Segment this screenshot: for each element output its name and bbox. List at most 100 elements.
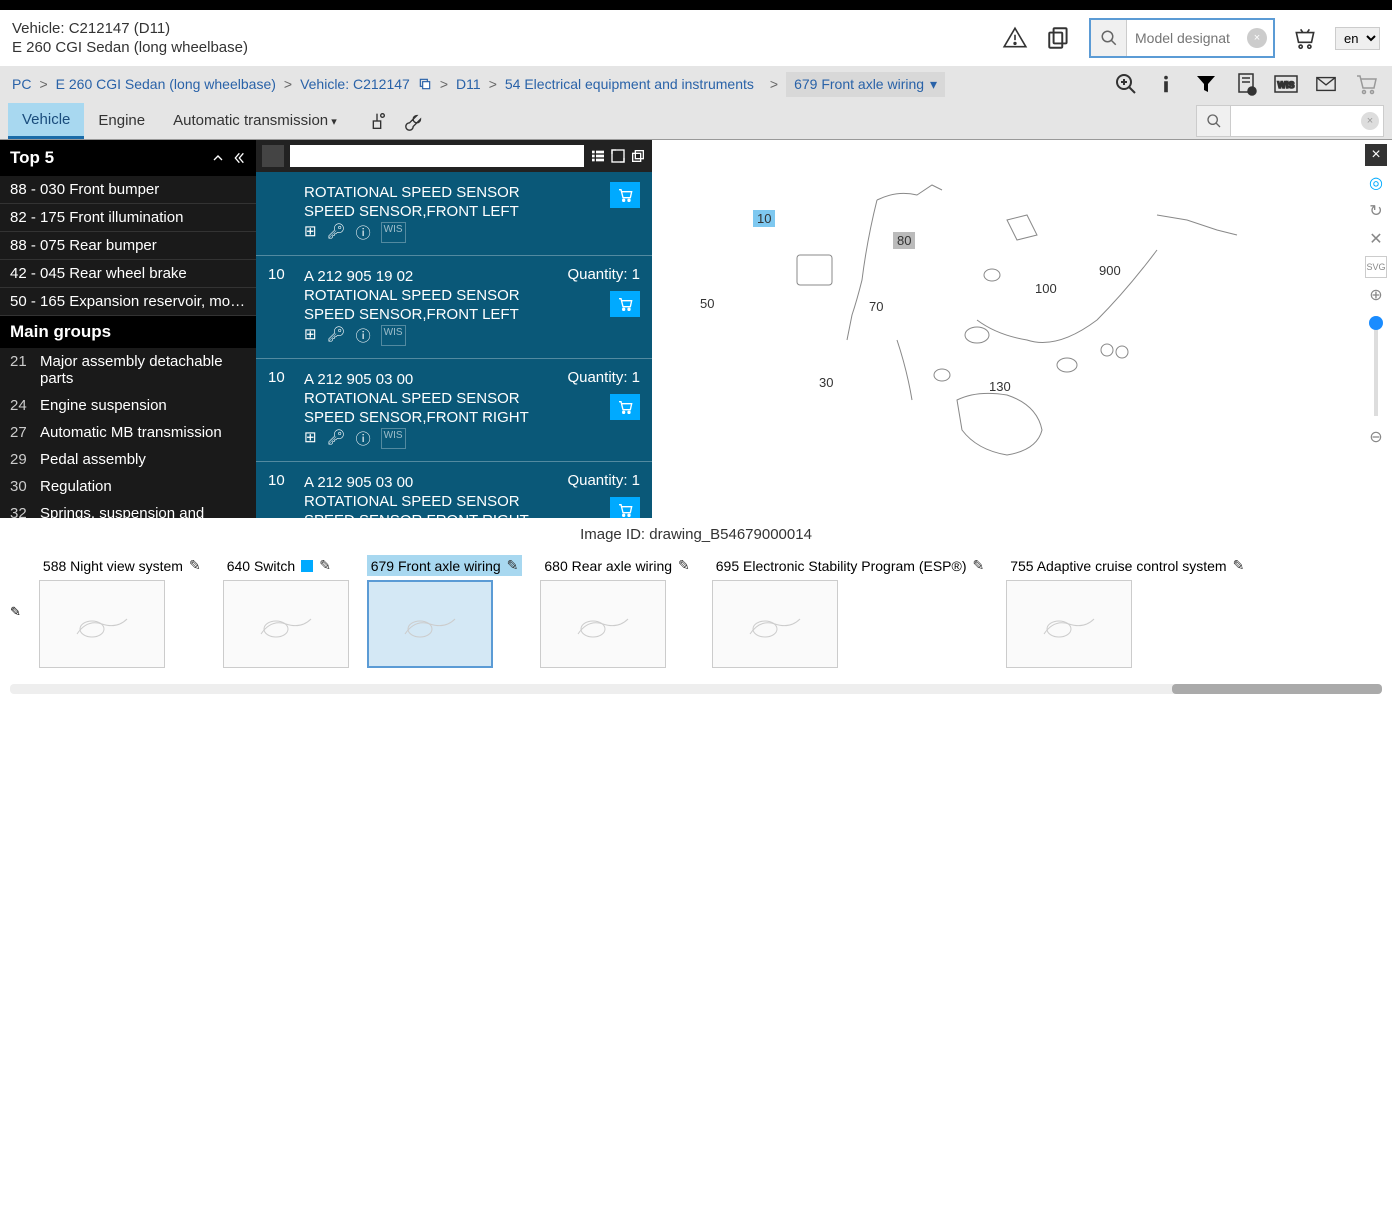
cart-icon[interactable] — [1291, 24, 1319, 52]
zoom-in-icon[interactable] — [1112, 70, 1140, 98]
diagram-callout[interactable]: 900 — [1095, 262, 1125, 279]
diagram-callout[interactable]: 80 — [893, 232, 915, 249]
copy-icon[interactable] — [1045, 24, 1073, 52]
thumb-image[interactable] — [540, 580, 666, 668]
zoom-minus-icon[interactable]: ⊖ — [1365, 426, 1387, 448]
thumb-label[interactable]: 588 Night view system ✎ — [39, 555, 205, 576]
parts-filter-input[interactable] — [290, 145, 584, 167]
bottom-scrollbar[interactable] — [10, 684, 1382, 694]
part-item[interactable]: 10 A 212 905 19 02 ROTATIONAL SPEED SENS… — [256, 255, 652, 358]
popout-icon[interactable] — [630, 148, 646, 164]
sidebar-collapse-icons[interactable] — [210, 150, 246, 166]
diagram-callout[interactable]: 10 — [753, 210, 775, 227]
diagram-callout[interactable]: 30 — [815, 374, 837, 391]
thumb-label[interactable]: 679 Front axle wiring ✎ — [367, 555, 523, 576]
breadcrumb-pc[interactable]: PC — [12, 76, 31, 92]
thumb-edit-icon[interactable]: ✎ — [1233, 557, 1245, 574]
main-group-item[interactable]: 29Pedal assembly — [0, 446, 256, 473]
diagram-callout[interactable]: 100 — [1031, 280, 1061, 297]
diagram-callout[interactable]: 50 — [696, 295, 718, 312]
info-circle-icon[interactable]: ⓘ — [356, 325, 371, 346]
tab-vehicle[interactable]: Vehicle — [8, 103, 84, 139]
warning-icon[interactable] — [1001, 24, 1029, 52]
thumb-label[interactable]: 640 Switch ✎ — [223, 555, 349, 576]
add-to-cart-button[interactable] — [610, 497, 640, 518]
thumb-label[interactable]: 680 Rear axle wiring ✎ — [540, 555, 693, 576]
tab-automatic[interactable]: Automatic transmission — [159, 104, 351, 137]
key-icon[interactable]: 🔑︎ — [327, 325, 346, 346]
diagram-callout[interactable]: 70 — [865, 298, 887, 315]
info-icon[interactable] — [1152, 70, 1180, 98]
sidebar-top5-item[interactable]: 82 - 175 Front illumination — [0, 204, 256, 232]
drawing-area[interactable] — [652, 140, 1392, 518]
breadcrumb-model[interactable]: E 260 CGI Sedan (long wheelbase) — [56, 76, 276, 92]
main-group-item[interactable]: 27Automatic MB transmission — [0, 419, 256, 446]
info-circle-icon[interactable]: ⓘ — [356, 222, 371, 243]
main-group-item[interactable]: 30Regulation — [0, 473, 256, 500]
wis-small-icon[interactable]: WIS — [381, 222, 406, 243]
thumb-image[interactable] — [223, 580, 349, 668]
breadcrumb-group[interactable]: 54 Electrical equipment and instruments — [505, 76, 754, 92]
external-link-icon[interactable] — [418, 77, 432, 91]
sidebar-top5-item[interactable]: 88 - 030 Front bumper — [0, 176, 256, 204]
part-item[interactable]: ROTATIONAL SPEED SENSOR SPEED SENSOR,FRO… — [256, 172, 652, 255]
filter-icon[interactable] — [1192, 70, 1220, 98]
breadcrumb-d11[interactable]: D11 — [456, 76, 481, 92]
breadcrumb-current[interactable]: 679 Front axle wiring ▾ — [786, 72, 945, 97]
key-icon[interactable]: 🔑︎ — [327, 222, 346, 243]
svg-icon[interactable]: SVG — [1365, 256, 1387, 278]
search-icon[interactable] — [1091, 20, 1127, 56]
zoom-plus-icon[interactable]: ⊕ — [1365, 284, 1387, 306]
thumb-image[interactable] — [367, 580, 493, 668]
crop-icon[interactable]: ✕ — [1365, 228, 1387, 250]
add-to-cart-button[interactable] — [610, 394, 640, 420]
thumb-edit-icon[interactable]: ✎ — [507, 557, 519, 574]
sidebar-top5-item[interactable]: 88 - 075 Rear bumper — [0, 232, 256, 260]
thumb-edit-icon[interactable]: ✎ — [319, 557, 331, 574]
grid-icon[interactable]: ⊞ — [304, 428, 317, 449]
tabs-search-clear-icon[interactable]: × — [1361, 112, 1379, 130]
thumb-edit-icon[interactable]: ✎ — [973, 557, 985, 574]
main-group-item[interactable]: 24Engine suspension — [0, 392, 256, 419]
close-drawing-icon[interactable]: × — [1365, 144, 1387, 166]
list-view-icon[interactable] — [590, 148, 606, 164]
language-select[interactable]: en — [1335, 27, 1380, 50]
document-alert-icon[interactable]: ! — [1232, 70, 1260, 98]
diagram-callout[interactable]: 130 — [985, 378, 1015, 395]
main-group-item[interactable]: 21Major assembly detachable parts — [0, 348, 256, 392]
main-group-item[interactable]: 32Springs, suspension and — [0, 500, 256, 518]
target-icon[interactable]: ◎ — [1365, 172, 1387, 194]
info-circle-icon[interactable]: ⓘ — [356, 428, 371, 449]
tabs-search-input[interactable] — [1231, 107, 1361, 134]
wis-icon[interactable]: WIS — [1272, 70, 1300, 98]
key-icon[interactable]: 🔑︎ — [327, 428, 346, 449]
thumb-edit-icon[interactable]: ✎ — [189, 557, 201, 574]
mail-icon[interactable] — [1312, 70, 1340, 98]
thumb-image[interactable] — [39, 580, 165, 668]
zoom-slider[interactable] — [1374, 316, 1378, 416]
tab-engine[interactable]: Engine — [84, 104, 159, 137]
thumb-label[interactable]: 755 Adaptive cruise control system ✎ — [1006, 555, 1248, 576]
wis-small-icon[interactable]: WIS — [381, 325, 406, 346]
breadcrumb-vehicle[interactable]: Vehicle: C212147 — [300, 76, 410, 92]
refresh-icon[interactable]: ↻ — [1365, 200, 1387, 222]
expand-icon[interactable] — [610, 148, 626, 164]
thumb-edit-icon[interactable]: ✎ — [678, 557, 690, 574]
thumb-edit-leading-icon[interactable]: ✎ — [10, 604, 21, 620]
tabs-search-icon[interactable] — [1197, 106, 1231, 136]
add-to-cart-button[interactable] — [610, 291, 640, 317]
model-search-input[interactable] — [1127, 22, 1247, 54]
piston-icon[interactable] — [363, 107, 391, 135]
thumb-image[interactable] — [1006, 580, 1132, 668]
header-cart-icon[interactable] — [1352, 70, 1380, 98]
add-to-cart-button[interactable] — [610, 182, 640, 208]
clear-search-icon[interactable]: × — [1247, 28, 1267, 48]
part-item[interactable]: 10 A 212 905 03 00 ROTATIONAL SPEED SENS… — [256, 358, 652, 461]
sidebar-top5-item[interactable]: 50 - 165 Expansion reservoir, mount a... — [0, 288, 256, 316]
thumb-label[interactable]: 695 Electronic Stability Program (ESP®) … — [712, 555, 988, 576]
parts-select-all[interactable] — [262, 145, 284, 167]
thumb-image[interactable] — [712, 580, 838, 668]
sidebar-top5-item[interactable]: 42 - 045 Rear wheel brake — [0, 260, 256, 288]
grid-icon[interactable]: ⊞ — [304, 325, 317, 346]
grid-icon[interactable]: ⊞ — [304, 222, 317, 243]
